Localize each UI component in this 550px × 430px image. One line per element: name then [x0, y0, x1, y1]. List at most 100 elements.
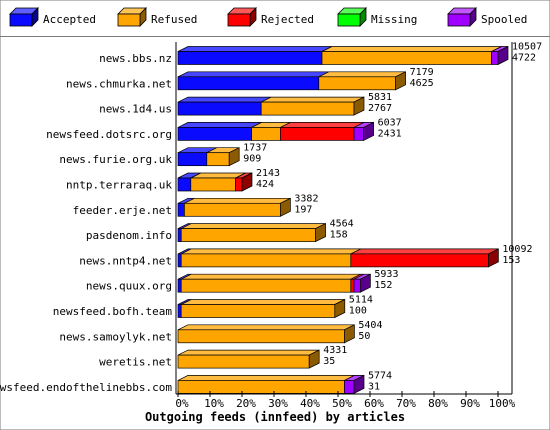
category-label: feeder.erje.net	[73, 204, 172, 217]
bar-total-label: 2143	[256, 168, 280, 179]
bar-total-label: 5774	[368, 370, 392, 381]
category-label: news.bbs.nz	[99, 52, 172, 65]
legend-label-spooled: Spooled	[481, 13, 527, 26]
bar-accepted-label: 2767	[368, 103, 392, 114]
bar-total-label: 10092	[502, 244, 532, 255]
chart-title: Outgoing feeds (innfeed) by articles	[145, 410, 405, 424]
bar-segment-side	[315, 223, 326, 243]
bar-accepted-label: 50	[358, 331, 370, 342]
x-tick-label: 20%	[236, 397, 256, 410]
bar-accepted-label: 152	[374, 280, 392, 291]
bar-accepted-label: 158	[330, 230, 348, 241]
bar-segment-top	[177, 375, 355, 381]
bar-accepted-label: 424	[256, 179, 274, 190]
plot-area	[175, 42, 513, 395]
legend: Accepted Refused Rejected Missing Spooled	[9, 7, 527, 27]
legend-swatch-spooled	[447, 13, 471, 27]
bar-segment-accepted	[177, 76, 320, 91]
x-tick-label: 80%	[428, 397, 448, 410]
bar-segment-side	[353, 96, 365, 116]
bar-segment-refused	[260, 101, 355, 116]
bar-total-label: 5114	[349, 295, 373, 306]
bar-segment-top	[181, 248, 361, 255]
x-tick-label: 100%	[489, 397, 516, 410]
legend-label-accepted: Accepted	[43, 13, 96, 26]
bar-segment-side	[344, 324, 355, 344]
bar-segment-refused	[180, 278, 352, 293]
bar-accepted-label: 909	[243, 154, 261, 165]
bar-segment-top	[261, 96, 365, 103]
bar-segment-refused	[180, 304, 336, 318]
legend-swatch-missing	[337, 13, 361, 27]
bar-total-label: 5404	[358, 320, 382, 331]
bar-segment-top	[177, 71, 329, 78]
bar-segment-refused	[177, 354, 310, 369]
bar-total-label: 10507	[512, 42, 542, 53]
legend-item-spooled: Spooled	[447, 7, 527, 27]
bar-total-label: 6037	[378, 117, 402, 128]
x-tick-label: 40%	[300, 397, 320, 410]
category-label: news.furie.org.uk	[59, 153, 172, 166]
category-label: news.quux.org	[86, 280, 172, 293]
bar-total-label: 3382	[294, 193, 318, 204]
legend-item-rejected: Rejected	[227, 7, 314, 27]
category-label: news.chmurka.net	[66, 77, 172, 90]
bar-segment-top	[177, 122, 262, 128]
bar-segment-accepted	[177, 278, 182, 293]
bar-segment-accepted	[177, 177, 192, 192]
category-label: news.1d4.us	[99, 103, 172, 116]
category-label: nntp.terraraq.uk	[66, 179, 172, 192]
legend-swatch-rejected	[227, 13, 251, 27]
bar-segment-accepted	[177, 101, 262, 116]
x-tick-label: 10%	[204, 397, 224, 410]
bar-segment-refused	[184, 202, 281, 217]
bar-segment-side	[395, 71, 406, 91]
bar-segment-top	[181, 273, 361, 280]
bar-segment-accepted	[177, 228, 182, 242]
bar-segment-refused	[251, 127, 281, 141]
bar-segment-rejected	[235, 177, 243, 192]
legend-label-refused: Refused	[151, 13, 197, 26]
category-label: pasdenom.info	[86, 229, 172, 242]
bar-segment-side	[308, 349, 320, 369]
bar-segment-side	[241, 172, 253, 192]
bar-segment-top	[184, 197, 291, 204]
x-tick-label: 70%	[396, 397, 416, 410]
bar-accepted-label: 4625	[410, 78, 434, 89]
bar-segment-accepted	[177, 127, 252, 141]
bar-segment-side	[363, 121, 374, 141]
bar-segment-top	[177, 46, 333, 52]
bar-segment-top	[177, 96, 272, 103]
bar-accepted-label: 197	[294, 204, 312, 215]
x-tick-label: 0%	[175, 397, 189, 410]
x-tick-label: 90%	[460, 397, 480, 410]
x-axis: 0% 10% 20% 30% 40% 50% 60% 70% 80% 90% 100%	[175, 391, 516, 410]
bar-segment-rejected	[350, 253, 489, 268]
legend-swatch-accepted	[9, 13, 33, 27]
bar-segment-refused	[190, 177, 236, 192]
bar-accepted-label: 35	[323, 356, 335, 367]
bar-segment-refused	[321, 51, 492, 65]
bar-segment-refused	[177, 329, 345, 344]
bar-segment-top	[177, 324, 355, 331]
bar-total-label: 7179	[410, 67, 434, 78]
legend-item-missing: Missing	[337, 7, 417, 27]
bar-accepted-label: 153	[502, 255, 520, 266]
bar-segment-refused	[180, 253, 352, 268]
bar-segment-accepted	[177, 152, 208, 167]
legend-item-refused: Refused	[117, 7, 197, 27]
x-tick-label: 30%	[268, 397, 288, 410]
bar-total-label: 4331	[323, 345, 347, 356]
bar-segment-top	[318, 71, 406, 78]
legend-label-rejected: Rejected	[261, 13, 314, 26]
bar-accepted-label: 31	[368, 381, 380, 392]
